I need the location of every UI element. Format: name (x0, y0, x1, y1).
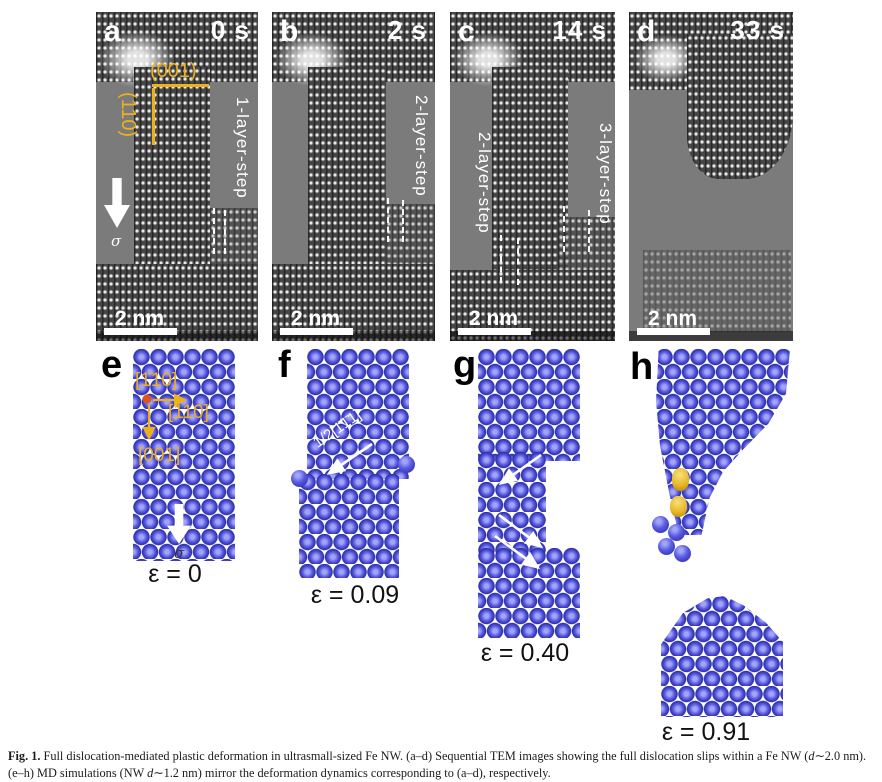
slip-step-marker (588, 210, 590, 252)
strain-label: ε = 0.09 (310, 581, 400, 609)
step-atom (398, 456, 415, 473)
crystal-axes (142, 393, 188, 441)
axis-label-001: [001] (138, 445, 181, 466)
sigma-symbol: σ (111, 232, 122, 250)
tip-atom (652, 516, 669, 533)
scale-bar (104, 328, 177, 335)
layer-step-label-left: 2-layer-step (475, 132, 494, 234)
panel-letter: c (458, 15, 475, 48)
scale-bar-label: 2 nm (115, 307, 165, 330)
strain-label: ε = 0 (148, 560, 202, 588)
panel-letter: b (280, 15, 299, 48)
layer-step-label-right: 3-layer-step (596, 123, 615, 225)
tem-panel-a: a 0 s (001) (110) 1-layer-step σ 2 nm (96, 12, 258, 341)
strain-label: ε = 0.40 (480, 639, 570, 667)
tip-atom (658, 538, 675, 555)
panel-letter: e (101, 344, 123, 386)
panel-letter: a (104, 15, 121, 48)
tem-substrate (450, 270, 615, 341)
plane-110-line (152, 88, 155, 145)
tip-atom (668, 524, 685, 541)
caption-line-2: (e–h) MD simulations (NW d∼1.2 nm) mirro… (8, 766, 551, 781)
scale-bar-label: 2 nm (469, 307, 519, 330)
tem-dark-band (450, 331, 615, 341)
tip-atom (674, 545, 691, 562)
panel-letter: d (637, 15, 656, 48)
scale-bar-label: 2 nm (648, 307, 698, 330)
scale-bar (458, 328, 531, 335)
stress-arrow (104, 178, 130, 228)
figure-caption: Fig. 1. Full dislocation-mediated plasti… (8, 748, 876, 782)
plane-001-line (152, 84, 209, 87)
panel-letter: f (278, 344, 291, 386)
scale-bar-label: 2 nm (291, 307, 341, 330)
slip-step-marker (563, 206, 565, 252)
burgers-vector-arrow (326, 442, 373, 475)
tem-panel-b: b 2 s 2-layer-step 2 nm (272, 12, 435, 341)
tem-fractured-fragment (687, 34, 793, 179)
step-atom (291, 470, 308, 487)
slip-arrows-overlay (494, 453, 544, 570)
slip-arrow (498, 513, 544, 549)
md-nanowire-f-lower (299, 474, 399, 578)
tem-nanowire (308, 67, 386, 272)
plane-001-label: (001) (150, 60, 197, 82)
gold-neck-atom (672, 468, 689, 491)
tem-substrate (272, 264, 435, 341)
slip-step-marker (224, 210, 226, 254)
tem-step-region (210, 208, 258, 266)
scale-bar (637, 328, 710, 335)
caption-line-1: Fig. 1. Full dislocation-mediated plasti… (8, 749, 867, 763)
tem-panel-d: d 33 s 2 nm (629, 12, 793, 341)
slip-step-marker (213, 208, 215, 254)
plane-110-label: (110) (117, 92, 139, 138)
md-nanowire-f-upper (307, 349, 409, 479)
tem-step-region (558, 217, 615, 272)
md-nanowire-g-top (478, 349, 580, 461)
tem-dark-band (272, 331, 435, 341)
tem-nanowire (492, 67, 568, 277)
axis-label-m110: [1̄10] (135, 370, 178, 391)
panel-letter: h (630, 346, 654, 388)
slip-step-marker (517, 238, 519, 285)
sigma-symbol: σ (174, 544, 185, 562)
slip-arrow (498, 453, 542, 486)
tem-bottom-faint (643, 250, 791, 332)
caption-tag: Fig. 1. (8, 749, 41, 763)
axis-label-110: [110] (168, 402, 209, 423)
time-stamp: 33 s (730, 15, 785, 45)
md-nanowire-h-lower (661, 596, 783, 717)
slip-step-marker (387, 198, 389, 242)
layer-step-label: 1-layer-step (233, 97, 252, 199)
slip-step-marker (500, 235, 502, 283)
slip-arrow-overlay (326, 442, 373, 475)
time-stamp: 2 s (387, 15, 427, 45)
panel-letter: g (453, 344, 477, 386)
tem-nanowire (134, 67, 210, 272)
tem-step-region (386, 204, 435, 266)
slip-arrow (494, 534, 541, 570)
tem-dark-band (96, 331, 258, 341)
scale-bar (280, 328, 353, 335)
gold-neck-atom (670, 496, 687, 517)
axes-origin-dot (142, 394, 152, 404)
tem-panel-c: c 14 s 2-layer-step 3-layer-step 2 nm (450, 12, 615, 341)
slip-step-marker (402, 200, 404, 242)
layer-step-label: 2-layer-step (412, 95, 431, 197)
strain-label: ε = 0.91 (661, 718, 751, 746)
time-stamp: 14 s (552, 15, 607, 45)
time-stamp: 0 s (210, 15, 250, 45)
tem-dark-band (629, 331, 793, 341)
